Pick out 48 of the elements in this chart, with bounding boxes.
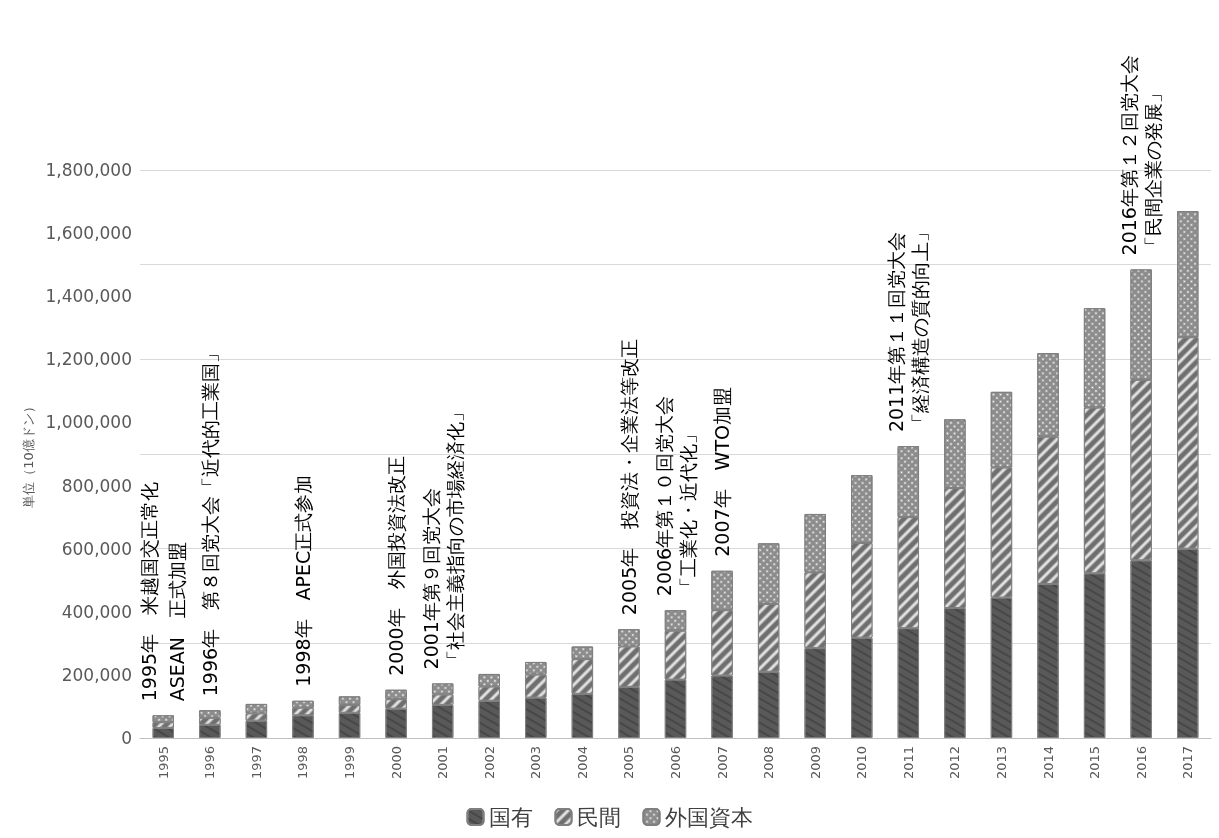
x-tick-label: 2007 <box>714 746 730 780</box>
annotation: 1996年 第８回党大会「近代的工業国」 <box>198 343 221 697</box>
x-tick-label: 2015 <box>1087 746 1103 780</box>
annotation: 2011年第１１回党大会「経済構造の質的向上」 <box>885 223 932 433</box>
annotation: 2016年第１２回党大会「民間企業の発展」 <box>1118 55 1165 256</box>
annotation: 1995年 米越国交正常化 <box>138 481 161 702</box>
annotation: 2000年 外国投資法改正 <box>385 456 408 676</box>
y-tick-label: 200,000 <box>61 664 132 685</box>
x-tick-label: 1996 <box>202 746 218 780</box>
annotation: 1998年 APEC正式参加 <box>291 474 314 687</box>
x-tick-label: 2005 <box>621 746 637 780</box>
x-tick-label: 2012 <box>947 746 963 780</box>
y-tick-label: 0 <box>121 728 132 748</box>
x-tick-label: 1999 <box>342 746 358 780</box>
annotation: 2007年 WTO加盟 <box>711 387 734 557</box>
x-tick-label: 2011 <box>900 746 916 780</box>
y-tick-label: 800,000 <box>61 475 132 496</box>
x-tick-label: 2009 <box>807 746 823 780</box>
y-tick-label: 1,200,000 <box>45 349 132 370</box>
x-tick-label: 2000 <box>388 746 404 780</box>
x-tick-label: 2002 <box>481 746 497 780</box>
x-tick-label: 2016 <box>1133 746 1149 780</box>
x-tick-label: 1997 <box>248 746 264 780</box>
x-tick-label: 1998 <box>295 746 311 780</box>
x-tick-label: 2006 <box>668 746 683 780</box>
x-tick-label: 2001 <box>435 746 451 780</box>
y-axis-title: 単位（10億ドン） <box>20 400 36 508</box>
annotation: 2001年第９回党大会「社会主義指向の市場経済化」 <box>419 403 466 670</box>
legend-label: 国有 <box>488 804 533 830</box>
x-tick-label: 1995 <box>155 746 171 780</box>
y-tick-label: 1,000,000 <box>45 412 132 433</box>
annotation: 2006年第１０回党大会「工業化・近代化」 <box>652 395 699 597</box>
x-tick-label: 2008 <box>761 746 777 780</box>
y-tick-label: 1,800,000 <box>45 160 132 180</box>
x-tick-label: 2014 <box>1040 746 1056 780</box>
y-tick-label: 1,400,000 <box>45 286 132 307</box>
legend-label: 民間 <box>576 804 621 830</box>
x-tick-label: 2010 <box>854 746 870 780</box>
x-tick-label: 2013 <box>993 746 1009 780</box>
legend-label: 外国資本 <box>664 804 753 830</box>
x-tick-label: 2004 <box>574 746 590 780</box>
y-tick-label: 400,000 <box>61 601 132 622</box>
y-tick-label: 1,600,000 <box>45 223 132 244</box>
y-tick-label: 600,000 <box>61 538 132 559</box>
x-tick-label: 2003 <box>528 746 544 780</box>
annotation: 2005年 投資法・企業法等改正 <box>617 338 640 616</box>
x-tick-label: 2017 <box>1180 746 1196 780</box>
annotation: ASEAN 正式加盟 <box>166 542 189 702</box>
